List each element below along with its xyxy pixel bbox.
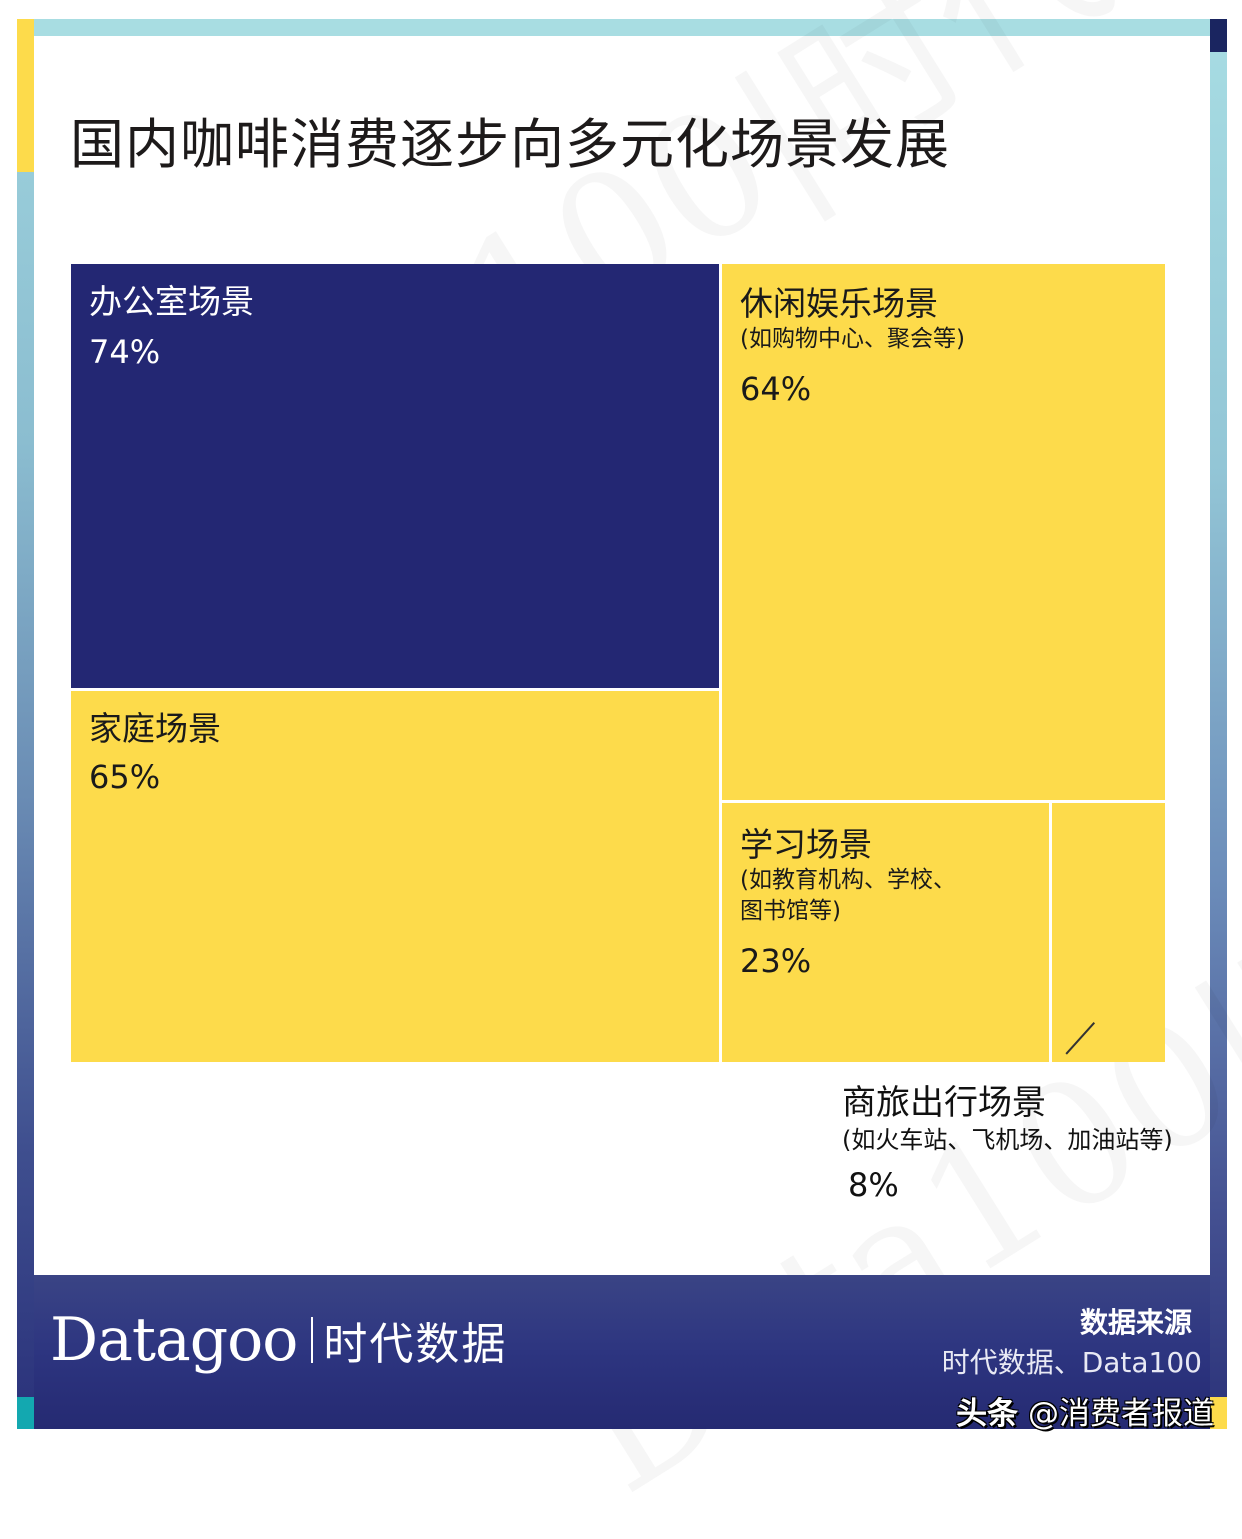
tile-home: 家庭场景 65%	[71, 691, 719, 1062]
tile-leisure: 休闲娱乐场景 (如购物中心、聚会等) 64%	[722, 264, 1165, 800]
tile-description: (如购物中心、聚会等)	[740, 326, 965, 352]
tile-label: 办公室场景	[89, 282, 254, 321]
tile-description: (如教育机构、学校、	[740, 867, 956, 893]
brand-divider	[311, 1317, 314, 1363]
callout-value: 8%	[848, 1166, 899, 1204]
frame-top-bar	[34, 19, 1210, 36]
footer-band	[34, 1275, 1210, 1429]
frame-left-teal-accent	[17, 1397, 34, 1429]
credit-prefix: 头条	[956, 1396, 1019, 1432]
data-source: 数据来源 时代数据、Data100	[942, 1303, 1202, 1383]
frame-right-yellow-accent	[1210, 1397, 1227, 1429]
source-text: 时代数据、Data100	[941, 1346, 1202, 1379]
tile-value: 23%	[740, 942, 812, 980]
tile-study: 学习场景 (如教育机构、学校、 图书馆等) 23%	[722, 803, 1049, 1062]
tile-label: 家庭场景	[89, 709, 221, 748]
frame-right-bar	[1210, 52, 1227, 1429]
tile-office: 办公室场景 74%	[71, 264, 719, 688]
frame-corner-accent	[1210, 19, 1227, 52]
frame-left-bar	[17, 19, 34, 1429]
travel-callout: 商旅出行场景 (如火车站、飞机场、加油站等) 8%	[842, 1083, 1173, 1205]
chart-title: 国内咖啡消费逐步向多元化场景发展	[70, 113, 950, 177]
callout-description: (如火车站、飞机场、加油站等)	[842, 1126, 1173, 1154]
brand-logo: Datagoo 时代数据	[50, 1305, 507, 1375]
source-title: 数据来源	[1079, 1306, 1192, 1339]
tile-value: 65%	[89, 758, 161, 796]
frame-left-yellow-accent	[17, 19, 34, 172]
tile-value: 74%	[89, 333, 161, 371]
tile-label: 休闲娱乐场景	[740, 284, 938, 323]
tile-value: 64%	[740, 370, 812, 408]
callout-label: 商旅出行场景	[842, 1083, 1046, 1123]
credit-watermark: 头条 @消费者报道	[956, 1388, 1214, 1433]
credit-handle: @消费者报道	[1028, 1396, 1214, 1432]
brand-name-cn: 时代数据	[323, 1319, 508, 1370]
tile-travel	[1052, 803, 1165, 1062]
tile-description-line2: 图书馆等)	[740, 898, 841, 924]
tile-label: 学习场景	[740, 825, 872, 864]
brand-name-en: Datagoo	[50, 1305, 298, 1375]
